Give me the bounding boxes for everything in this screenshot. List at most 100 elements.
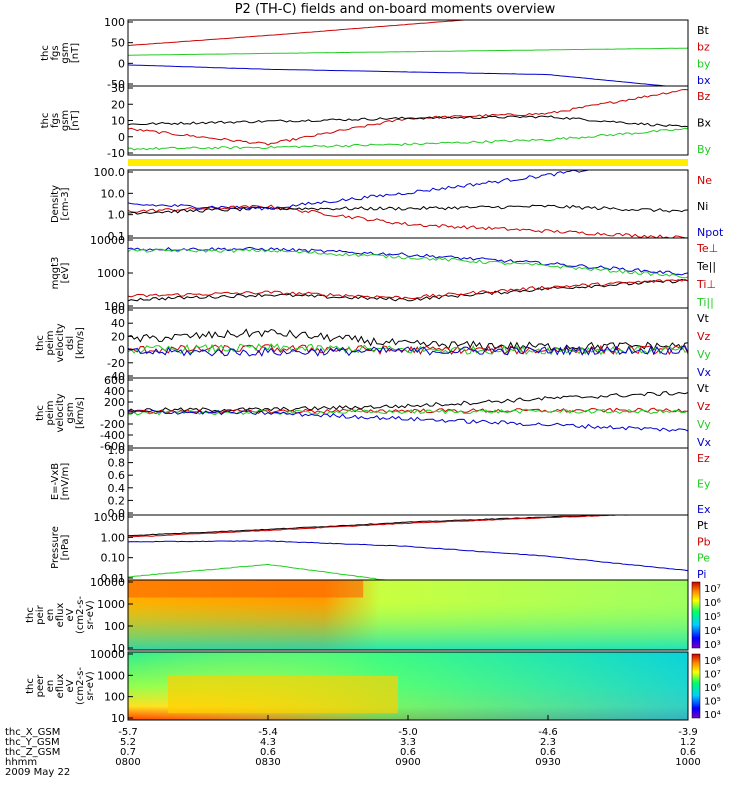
y-axis-label-line: eV [65, 679, 76, 692]
y-axis-label-line: [nT] [70, 43, 81, 63]
y-tick-label: 0.01 [101, 572, 126, 585]
y-tick-label: 0 [118, 407, 125, 420]
panel-density: 100.0 10.0 1.0 0.1 Density [cm-3] Ne Ni Npot [50, 166, 724, 243]
y-axis-label-line: eflux [55, 674, 66, 699]
y-axis-label-line: eflux [55, 603, 66, 628]
series-pressure-Pe [127, 563, 688, 581]
y-tick-label: 60 [111, 304, 125, 317]
series-pressure-Pt [128, 514, 688, 537]
y-tick-label: 0.10 [101, 552, 126, 565]
footer-row-label: hhmm [5, 757, 37, 768]
series-velocity-gsm-Vx [127, 409, 689, 432]
y-tick-label: 0 [118, 57, 125, 70]
legend-temperature-Te: Te⊥ [696, 242, 718, 255]
y-axis-label: thc peim velocity gsm [km/s] [35, 393, 86, 432]
legend-density-Ni: Ni [697, 200, 708, 213]
series-velocity-ion-Vx [127, 345, 689, 357]
y-axis-label-line: velocity [55, 323, 66, 362]
y-tick-label: -10 [107, 147, 125, 160]
y-axis-label-line: Pressure [50, 526, 61, 569]
y-tick-label: 600 [104, 374, 125, 387]
y-tick-label: 30 [111, 82, 125, 95]
footer-value: 0930 [535, 757, 560, 768]
legend-velocity-gsm-Vz: Vz [697, 400, 711, 413]
y-tick-label: 40 [111, 317, 125, 330]
y-axis-label-line: thc [35, 405, 46, 421]
panel-temperature: 10000 1000 100 mqgt3 [eV] Te⊥ Te|| Ti⊥ Ti|| [50, 234, 718, 313]
y-tick-label: 0.0 [108, 507, 126, 520]
y-tick-label: 10 [111, 712, 125, 725]
legend-temperature-Te: Te|| [696, 260, 716, 273]
series-fgs-comp-Bx [127, 115, 689, 128]
series-fgs-comp-By [127, 127, 689, 151]
y-tick-label: 100 [104, 16, 125, 29]
y-axis-label: thc peer en eflux eV (cm2-s-sr-eV) [25, 667, 96, 705]
y-tick-label: 200 [104, 396, 125, 409]
y-tick-label: 1000 [97, 267, 125, 280]
legend-density-Npot: Npot [697, 226, 724, 239]
legend-temperature-Ti: Ti⊥ [696, 278, 716, 291]
footer-value: -5.4 [258, 727, 278, 738]
y-tick-label: 0 [118, 131, 125, 144]
ion-spectrogram-high-flux [128, 580, 364, 598]
y-tick-label: 10 [111, 642, 125, 655]
y-axis-label-line: thc [25, 678, 36, 694]
y-tick-label: 10 [111, 115, 125, 128]
series-fgs-comp-Bz [127, 88, 689, 146]
y-axis-label-line: thc [35, 335, 46, 351]
y-tick-label: 0.8 [108, 457, 126, 470]
y-axis-label-line: gsm [65, 402, 76, 423]
panel-frame [127, 19, 689, 87]
panel-frame [127, 579, 689, 651]
y-axis-label-line: gsm [60, 110, 71, 131]
legend-fgs-comp-By: By [697, 143, 712, 156]
y-axis-label: thc peir en eflux eV (cm2-s-sr-eV) [25, 596, 96, 634]
y-axis-label-line: [cm-3] [60, 187, 71, 220]
y-axis-label-line: [mV/m] [60, 463, 71, 501]
footer-layer: thc_X_GSM -5.7 -5.4 -5.0 -4.6 -3.9 thc_Y_GSM 5.… [5, 715, 701, 778]
footer-value: 0.7 [120, 747, 136, 758]
y-axis-label-line: en [45, 680, 56, 693]
y-axis-label: Pressure [nPa] [50, 526, 71, 569]
y-tick-label: 100 [104, 300, 125, 313]
y-axis-label-line: dsl [65, 336, 76, 350]
footer-value: 0.6 [680, 747, 696, 758]
legend-efield-Ey: Ey [697, 478, 711, 491]
y-tick-label: 1.0 [108, 209, 126, 222]
y-tick-label: 0.4 [108, 482, 126, 495]
legend-velocity-ion-Vy: Vy [697, 348, 711, 361]
legend-velocity-ion-Vz: Vz [697, 330, 711, 343]
series-pressure-Pb [127, 514, 688, 538]
footer-value: 1.2 [680, 737, 696, 748]
footer-value: 0.6 [260, 747, 276, 758]
series-pressure-Pi [127, 540, 689, 572]
plot-title: P2 (TH-C) fields and on-board moments ov… [235, 2, 556, 17]
y-tick-label: 0 [118, 344, 125, 357]
electron-spectrogram-high-flux [168, 675, 398, 714]
panel-frame [127, 514, 689, 581]
footer-value: -4.6 [538, 727, 558, 738]
y-axis-label-line: thc [25, 607, 36, 623]
colorbar-label: 10⁶ [704, 683, 721, 694]
legend-velocity-gsm-Vt: Vt [697, 382, 710, 395]
footer-value: 0.6 [400, 747, 416, 758]
y-tick-label: 100 [104, 620, 125, 633]
y-axis-label-line: mqgt3 [50, 257, 61, 290]
colorbar-label: 10⁸ [704, 656, 721, 667]
y-tick-label: 0.2 [108, 494, 126, 507]
footer-date: 2009 May 22 [5, 767, 70, 778]
y-axis-label-line: [km/s] [75, 397, 86, 429]
legend-velocity-gsm-Vx: Vx [697, 436, 712, 449]
footer-row-label: thc_X_GSM [5, 727, 60, 738]
series-velocity-gsm-Vz [127, 407, 689, 415]
y-axis-label-line: peim [45, 400, 56, 425]
series-velocity-ion-Vy [127, 343, 689, 356]
y-axis-label-line: (cm2-s- [75, 596, 86, 634]
colorbar-label: 10⁵ [704, 697, 721, 708]
footer-value: 3.3 [400, 737, 416, 748]
legend-fgs-total-bx: bx [697, 74, 711, 87]
y-axis-label-line: eV [65, 608, 76, 621]
y-tick-label: -40 [107, 370, 125, 383]
